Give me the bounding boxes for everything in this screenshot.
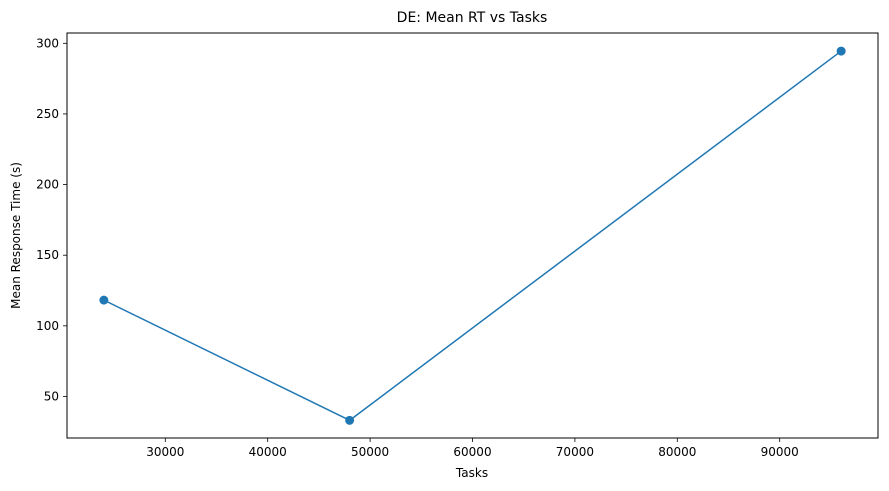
- series-line: [103, 50, 842, 422]
- x-tick-label: 80000: [658, 445, 696, 459]
- x-tick-label: 50000: [351, 445, 389, 459]
- y-tick-label: 100: [36, 319, 59, 333]
- y-tick-label: 50: [44, 389, 59, 403]
- x-axis-label: Tasks: [455, 466, 488, 480]
- y-axis-label: Mean Response Time (s): [9, 162, 23, 309]
- data-point: [836, 46, 846, 56]
- chart-title: DE: Mean RT vs Tasks: [397, 10, 548, 26]
- data-point: [99, 295, 109, 305]
- x-tick-label: 40000: [249, 445, 287, 459]
- x-tick-label: 70000: [556, 445, 594, 459]
- y-tick-label: 300: [36, 36, 59, 50]
- plot-frame: [66, 32, 879, 439]
- x-tick-label: 90000: [761, 445, 799, 459]
- y-axis-ticks: 50 100 150 200 250 300: [36, 36, 67, 403]
- plot-layer: [99, 46, 846, 425]
- x-axis-ticks: 30000 40000 50000 60000 70000 80000 90000: [146, 438, 799, 459]
- y-tick-label: 150: [36, 248, 59, 262]
- x-tick-label: 30000: [146, 445, 184, 459]
- y-tick-label: 250: [36, 107, 59, 121]
- x-tick-label: 60000: [453, 445, 491, 459]
- data-point: [345, 415, 355, 425]
- y-tick-label: 200: [36, 178, 59, 192]
